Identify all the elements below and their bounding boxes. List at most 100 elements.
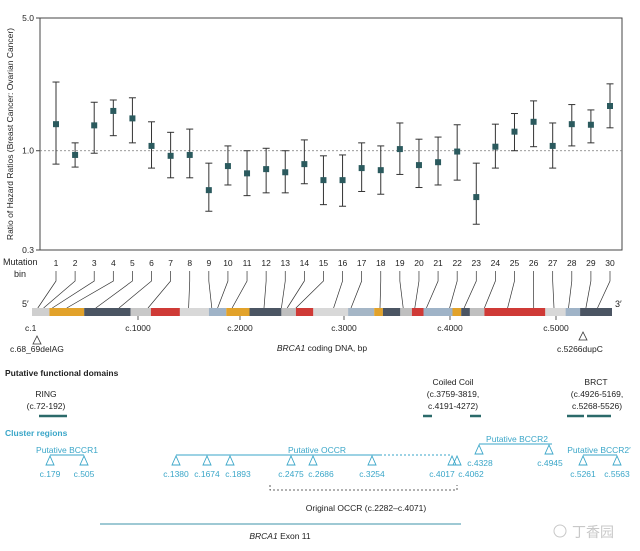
bin-number: 7 — [168, 258, 173, 268]
bin-number: 9 — [206, 258, 211, 268]
bin-connector — [43, 271, 76, 309]
bin-connector — [263, 271, 267, 309]
bin-number: 30 — [605, 258, 615, 268]
gene-segment — [580, 308, 612, 316]
ring-name: RING — [35, 389, 56, 399]
domains-title: Putative functional domains — [5, 368, 119, 378]
bccr2p-label: Putative BCCR2′ — [567, 445, 631, 455]
y-tick-label: 5.0 — [22, 13, 34, 23]
data-point — [339, 177, 346, 184]
bin-number: 2 — [73, 258, 78, 268]
hazard-ratio-plot: Ratio of Hazard Ratios (Breast Cancer: O… — [5, 13, 623, 255]
five-prime-label: 5′ — [22, 299, 29, 309]
gene-segment — [400, 308, 412, 316]
bin-connectors — [37, 271, 611, 309]
bin-number: 15 — [319, 258, 329, 268]
data-point — [511, 128, 518, 135]
exon-gene: BRCA1 — [249, 531, 278, 541]
data-marks — [52, 81, 614, 225]
bin-number: 27 — [548, 258, 558, 268]
gene-segment — [565, 308, 581, 316]
scale-tick-label: c.4000 — [437, 323, 463, 333]
gene-segment — [484, 308, 546, 316]
gene-segment — [545, 308, 566, 316]
bccr1-point-1: c.179 — [40, 469, 61, 479]
scale-tick-label: c.2000 — [227, 323, 253, 333]
y-tick-label: 0.3 — [22, 245, 34, 255]
bin-connector — [286, 271, 305, 309]
gene-axis-rest: coding DNA, bp — [305, 343, 367, 353]
data-point — [473, 194, 480, 201]
bin-connector — [95, 271, 133, 309]
gene-segment — [281, 308, 296, 316]
data-point — [148, 142, 155, 149]
bin-connector — [463, 271, 477, 309]
data-point — [358, 165, 365, 172]
gene-segment — [374, 308, 383, 316]
bin-connector — [147, 271, 171, 309]
bccr2-marker-2 — [544, 443, 554, 455]
bin-number: 17 — [357, 258, 367, 268]
bin-number: 4 — [111, 258, 116, 268]
occr-point-7: c.4017 — [429, 469, 455, 479]
bin-number: 10 — [223, 258, 233, 268]
bin-connector — [552, 271, 555, 309]
bin-connector — [217, 271, 229, 309]
data-point — [110, 107, 117, 114]
bin-number: 28 — [567, 258, 577, 268]
start-mutation-marker — [32, 335, 42, 345]
gene-segment — [348, 308, 375, 316]
bin-labels: 1 2 3 4 5 6 7 8 9 10 11 12 13 14 15 16 17 18 19 20 21 22 23 24 2… — [54, 258, 615, 268]
bin-connector — [414, 271, 420, 309]
bin-number: 22 — [452, 258, 462, 268]
bin-connector — [295, 271, 324, 309]
scale-tick-label: c.1000 — [125, 323, 151, 333]
bin-connector — [333, 271, 343, 309]
bccr2p-marker-1 — [578, 454, 588, 466]
gene-segment — [208, 308, 227, 316]
gene-bar: 5′ 3′ c.1000 c.2000 c.3000 c.4000 c.5000 c.1… — [10, 299, 622, 354]
original-occr-label: Original OCCR (c.2282–c.4071) — [306, 503, 427, 513]
bin-number: 11 — [243, 258, 252, 268]
bin-number: 3 — [92, 258, 97, 268]
watermark-text: 丁香园 — [572, 525, 614, 541]
bin-connector — [118, 271, 152, 309]
ring-range: (c.72-192) — [27, 401, 66, 411]
scale-ticks: c.1000 c.2000 c.3000 c.4000 c.5000 — [125, 316, 569, 333]
occr-point-5: c.2686 — [308, 469, 334, 479]
data-point — [72, 151, 79, 158]
occr-point-8: c.4062 — [458, 469, 484, 479]
gene-segment — [313, 308, 349, 316]
data-point — [587, 121, 594, 128]
data-point — [607, 102, 613, 109]
y-ticks: 5.0 1.0 0.3 — [22, 13, 40, 255]
y-axis-label: Ratio of Hazard Ratios (Breast Cancer: O… — [5, 28, 15, 240]
data-point — [129, 115, 136, 122]
scale-tick-label: c.5000 — [543, 323, 569, 333]
data-point — [549, 142, 556, 149]
data-point — [205, 187, 212, 194]
occr-point-6: c.3254 — [359, 469, 385, 479]
bin-connector — [208, 271, 213, 309]
bccr1-marker-2 — [79, 454, 89, 466]
three-prime-label: 3′ — [615, 299, 622, 309]
coil-range1: (c.3759-3819, — [427, 389, 479, 399]
bccr2-marker-1 — [474, 443, 484, 455]
data-point — [224, 163, 231, 170]
gene-name: BRCA1 — [277, 343, 306, 353]
gene-segment — [382, 308, 401, 316]
gene-segment — [150, 308, 180, 316]
bccr2-point-1: c.4328 — [467, 458, 493, 468]
gene-segment — [423, 308, 453, 316]
bin-connector — [281, 271, 286, 309]
exon-rest: Exon 11 — [278, 531, 311, 541]
start-label: c.1 — [25, 323, 37, 333]
gene-segment — [411, 308, 424, 316]
bin-connector — [597, 271, 611, 309]
exon11-label: BRCA1 Exon 11 — [249, 531, 311, 541]
bccr1-label: Putative BCCR1 — [36, 445, 98, 455]
bin-number: 1 — [54, 258, 59, 268]
start-mutation-label: c.68_69delAG — [10, 344, 64, 354]
data-point — [282, 169, 289, 176]
